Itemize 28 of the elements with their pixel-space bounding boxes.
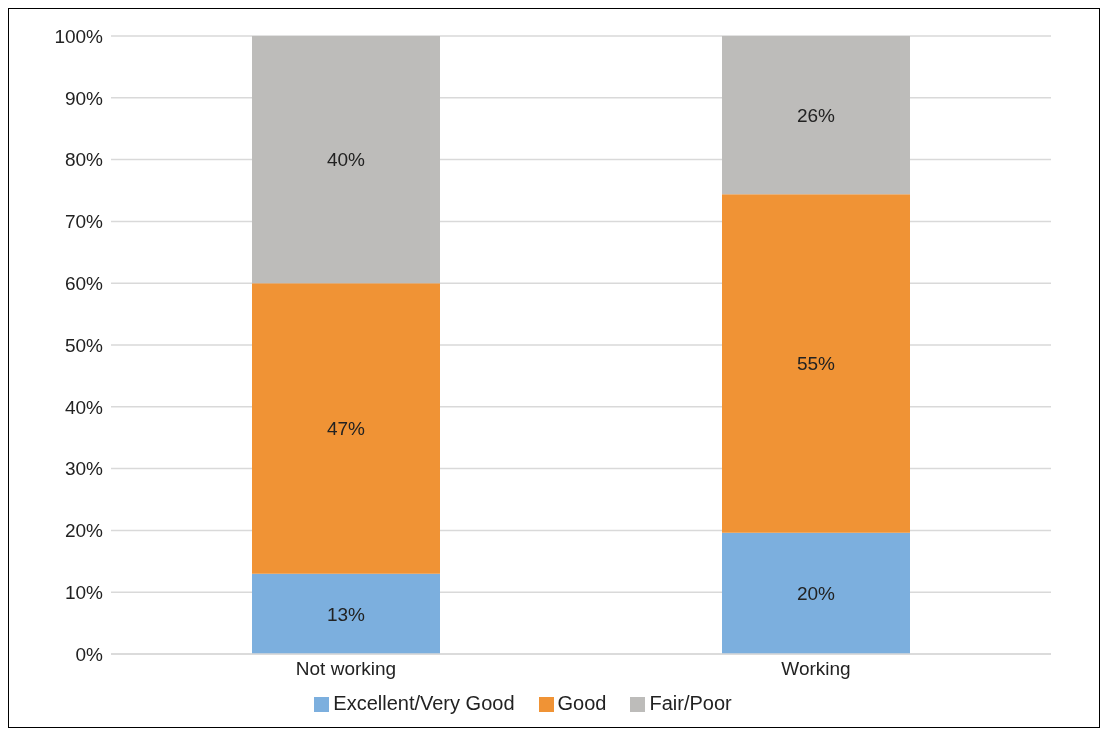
data-label: 13%: [326, 603, 366, 625]
data-label: 47%: [326, 418, 366, 440]
y-tick-label: 50%: [64, 334, 104, 356]
bar: [722, 194, 910, 533]
y-tick-label: 40%: [64, 396, 104, 418]
y-tick-label: 70%: [64, 211, 104, 233]
y-tick-label: 30%: [64, 458, 104, 480]
data-label: 55%: [796, 353, 836, 375]
x-tick-label: Not working: [295, 658, 397, 680]
y-tick-label: 10%: [64, 581, 104, 603]
y-tick-label: 90%: [64, 87, 104, 109]
data-label: 26%: [796, 104, 836, 126]
legend-label: Fair/Poor: [649, 692, 732, 714]
data-label: 20%: [796, 583, 836, 605]
bar: [252, 283, 440, 574]
y-tick-label: 60%: [64, 272, 104, 294]
bar: [722, 532, 910, 654]
data-label: 40%: [326, 149, 366, 171]
bar: [252, 36, 440, 284]
bar: [722, 36, 910, 195]
y-tick-label: 100%: [54, 25, 104, 47]
bar: [252, 573, 440, 654]
y-tick-label: 80%: [64, 149, 104, 171]
x-tick-label: Working: [781, 658, 851, 680]
y-tick-label: 20%: [64, 520, 104, 542]
y-tick-label: 0%: [75, 643, 104, 665]
legend-label: Good: [557, 692, 607, 714]
legend-label: Excellent/Very Good: [333, 692, 515, 714]
